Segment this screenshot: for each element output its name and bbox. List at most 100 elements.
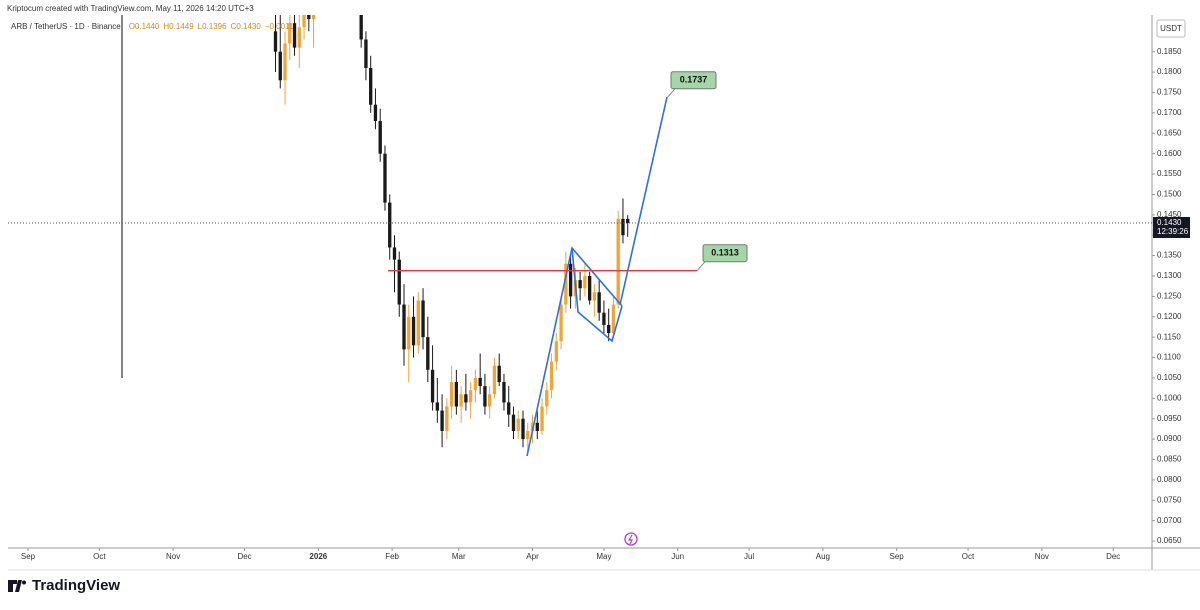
- y-tick-label: 0.1200: [1157, 312, 1182, 321]
- price-label-box: [670, 71, 717, 90]
- x-tick-label: Oct: [962, 552, 975, 561]
- candle-body: [611, 304, 616, 334]
- countdown: 12:39:26: [1157, 227, 1189, 236]
- attribution: Kriptocum created with TradingView.com, …: [7, 4, 254, 13]
- symbol: ARB / TetherUS · 1D · Binance: [11, 22, 121, 31]
- y-tick-label: 0.1750: [1157, 88, 1182, 97]
- y-tick-label: 0.1650: [1157, 128, 1182, 137]
- candle-body: [583, 275, 587, 289]
- ohlc-value: H0.1449: [163, 22, 194, 31]
- candle-body: [449, 382, 454, 407]
- candle-body: [311, 15, 316, 20]
- y-tick-label: 0.1550: [1157, 169, 1182, 178]
- x-tick-label: Dec: [1106, 552, 1120, 561]
- y-tick-label: 0.0650: [1157, 536, 1182, 545]
- candle-body: [411, 316, 416, 346]
- y-tick-label: 0.1000: [1157, 393, 1182, 402]
- ohlc-value: O0.1440: [129, 22, 160, 31]
- candle-body: [602, 312, 606, 325]
- label-connector: [666, 88, 676, 99]
- candle-body: [511, 414, 516, 431]
- price-label: 0.1737: [680, 75, 708, 85]
- candle-body: [545, 390, 549, 407]
- candle-body: [359, 15, 363, 40]
- candle-body: [307, 15, 311, 20]
- price-label-box: [702, 244, 748, 263]
- candle-body: [564, 263, 568, 305]
- candle-body: [402, 304, 406, 350]
- x-tick-label: Sep: [890, 552, 905, 561]
- x-tick-label: Oct: [93, 552, 106, 561]
- candle-body: [497, 365, 501, 383]
- candle-body: [568, 263, 573, 297]
- candle-body: [492, 365, 497, 395]
- candle-body: [616, 218, 620, 305]
- candle-body: [378, 121, 382, 154]
- candle-body: [554, 341, 558, 362]
- y-tick-label: 0.1850: [1157, 47, 1182, 56]
- x-tick-label: Mar: [452, 552, 466, 561]
- candle-body: [535, 422, 539, 431]
- x-tick-label: Jul: [744, 552, 754, 561]
- candle-body: [549, 361, 554, 391]
- candles: [273, 15, 630, 456]
- candle-body: [626, 218, 630, 223]
- symbol-legend: ARB / TetherUS · 1D · Binance O0.1440 H0.1…: [11, 22, 294, 31]
- x-tick-label: Sep: [21, 552, 36, 561]
- candle-body: [502, 382, 506, 403]
- y-tick-label: 0.1800: [1157, 67, 1182, 76]
- x-tick-label: Nov: [1035, 552, 1049, 561]
- candle-body: [273, 31, 278, 52]
- candle-body: [468, 390, 473, 403]
- candle-body: [392, 247, 397, 260]
- price-label: 0.1313: [711, 248, 739, 258]
- candle-body: [278, 51, 282, 81]
- ohlc-value: C0.1430: [231, 22, 262, 31]
- candle-body: [540, 406, 544, 431]
- x-tick-label: Jun: [671, 552, 684, 561]
- candle-body: [369, 68, 373, 105]
- candle-body: [302, 15, 306, 28]
- y-tick-label: 0.1300: [1157, 271, 1182, 280]
- y-tick-label: 0.0750: [1157, 495, 1182, 504]
- y-tick-label: 0.1250: [1157, 291, 1182, 300]
- x-tick-label: Dec: [237, 552, 251, 561]
- candle-body: [292, 23, 297, 48]
- currency-box[interactable]: [1156, 19, 1186, 38]
- y-tick-label: 0.1100: [1157, 353, 1181, 362]
- flag-line: [571, 247, 623, 343]
- candle-body: [464, 394, 468, 403]
- candle-body: [559, 304, 563, 342]
- candle-body: [435, 402, 439, 411]
- candle-body: [445, 406, 449, 431]
- brand: TradingView: [32, 577, 120, 594]
- candle-body: [473, 377, 478, 391]
- x-tick-label: Apr: [526, 552, 539, 561]
- y-tick-label: 0.1700: [1157, 108, 1182, 117]
- candle-body: [592, 292, 597, 301]
- candle-body: [607, 324, 611, 334]
- candle-body: [397, 259, 401, 305]
- y-tick-label: 0.1350: [1157, 251, 1182, 260]
- y-tick-label: 0.1150: [1157, 332, 1181, 341]
- y-tick-label: 0.1050: [1157, 373, 1182, 382]
- candle-body: [483, 386, 487, 407]
- y-tick-label: 0.0950: [1157, 414, 1182, 423]
- event-icon[interactable]: [624, 532, 638, 546]
- candle-body: [407, 316, 411, 350]
- candle-body: [597, 292, 601, 313]
- candle-body: [430, 369, 435, 403]
- candle-body: [383, 153, 387, 203]
- candle-body: [459, 394, 463, 407]
- candle-body: [297, 27, 301, 48]
- x-tick-label: May: [596, 552, 611, 561]
- candle-body: [578, 280, 582, 289]
- x-tick-label: Aug: [816, 552, 830, 561]
- y-tick-label: 0.0900: [1157, 434, 1182, 443]
- x-tick-label: 2026: [309, 552, 327, 561]
- currency: USDT: [1160, 24, 1182, 33]
- candle-body: [454, 382, 459, 407]
- y-tick-label: 0.1600: [1157, 149, 1182, 158]
- candle-body: [416, 300, 420, 346]
